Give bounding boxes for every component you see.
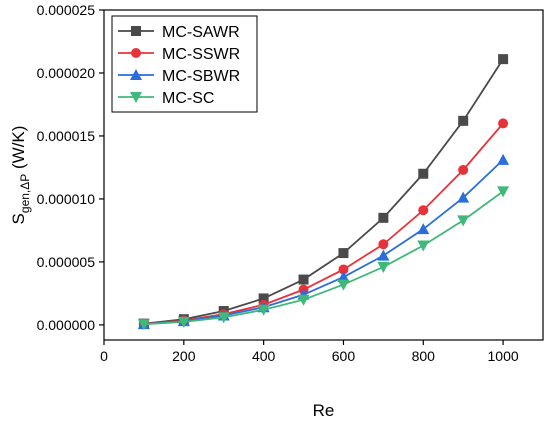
data-point-mc-sbwr bbox=[497, 153, 510, 165]
data-point-mc-sbwr bbox=[417, 223, 430, 235]
y-tick-label: 0.000015 bbox=[37, 128, 96, 144]
data-point-mc-sawr bbox=[498, 54, 509, 65]
data-point-mc-sc bbox=[177, 316, 190, 328]
y-tick-label: 0.000025 bbox=[37, 2, 96, 18]
plot-frame bbox=[103, 9, 544, 341]
data-point-mc-sswr bbox=[418, 205, 429, 216]
data-point-mc-sbwr bbox=[337, 271, 350, 283]
y-axis-title-subscript: gen,ΔP bbox=[18, 174, 32, 213]
data-point-mc-sc bbox=[297, 294, 310, 306]
x-tick-label: 400 bbox=[252, 348, 276, 364]
y-tick-label: 0.000005 bbox=[37, 254, 96, 270]
legend-label-mc-sawr: MC-SAWR bbox=[162, 24, 240, 41]
x-tick-label: 600 bbox=[332, 348, 356, 364]
series-layer bbox=[137, 54, 510, 331]
legend: MC-SAWR MC-SSWR MC-SBWR MC-SC bbox=[111, 15, 258, 113]
legend-label-mc-sswr: MC-SSWR bbox=[162, 46, 240, 63]
legend-marker-mc-sbwr bbox=[130, 69, 142, 80]
legend-label-mc-sbwr: MC-SBWR bbox=[162, 68, 240, 85]
legend-marker-mc-sawr bbox=[131, 26, 141, 36]
data-point-mc-sbwr bbox=[457, 191, 470, 203]
series-line-mc-sswr bbox=[143, 122, 504, 325]
axes-layer: 0 200 400 600 800 1000 0.000000 0.000005 0.00001… bbox=[37, 2, 544, 364]
legend-label-mc-sc: MC-SC bbox=[162, 90, 214, 107]
data-point-mc-sawr bbox=[298, 274, 309, 285]
x-tick-label: 0 bbox=[100, 348, 108, 364]
y-axis-title-unit: (W/K) bbox=[9, 126, 28, 174]
x-tick-label: 1000 bbox=[488, 348, 519, 364]
data-point-mc-sawr bbox=[338, 248, 349, 259]
data-point-mc-sc bbox=[217, 312, 230, 324]
y-tick-label: 0.000000 bbox=[37, 317, 96, 333]
data-point-mc-sc bbox=[377, 261, 390, 273]
legend-marker-mc-sswr bbox=[131, 48, 141, 58]
series-line-mc-sc bbox=[143, 190, 504, 326]
series-line-mc-sbwr bbox=[143, 159, 504, 326]
data-point-mc-sawr bbox=[458, 115, 469, 126]
x-tick-label: 200 bbox=[172, 348, 196, 364]
data-point-mc-sawr bbox=[378, 212, 389, 223]
x-tick-label: 800 bbox=[412, 348, 436, 364]
data-point-mc-sbwr bbox=[377, 249, 390, 261]
data-point-mc-sc bbox=[417, 240, 430, 252]
series-mc-sswr bbox=[138, 118, 509, 329]
data-point-mc-sswr bbox=[458, 164, 469, 175]
data-point-mc-sc bbox=[137, 319, 150, 331]
y-tick-label: 0.000010 bbox=[37, 191, 96, 207]
y-tick-label: 0.000020 bbox=[37, 65, 96, 81]
data-point-mc-sc bbox=[457, 215, 470, 227]
x-axis-title: Re bbox=[313, 401, 335, 420]
data-point-mc-sswr bbox=[498, 118, 509, 129]
series-mc-sc bbox=[137, 186, 510, 331]
data-point-mc-sawr bbox=[418, 168, 429, 179]
data-point-mc-sc bbox=[337, 279, 350, 291]
y-axis-title: Sgen,ΔP (W/K) bbox=[9, 126, 32, 225]
y-axis-title-main: S bbox=[9, 213, 28, 224]
series-line-mc-sawr bbox=[143, 58, 504, 325]
data-point-mc-sawr bbox=[258, 293, 269, 304]
data-point-mc-sswr bbox=[338, 264, 349, 275]
data-point-mc-sc bbox=[257, 304, 270, 316]
legend-marker-mc-sc bbox=[130, 92, 142, 103]
data-point-mc-sswr bbox=[378, 239, 389, 250]
data-point-mc-sc bbox=[497, 186, 510, 198]
